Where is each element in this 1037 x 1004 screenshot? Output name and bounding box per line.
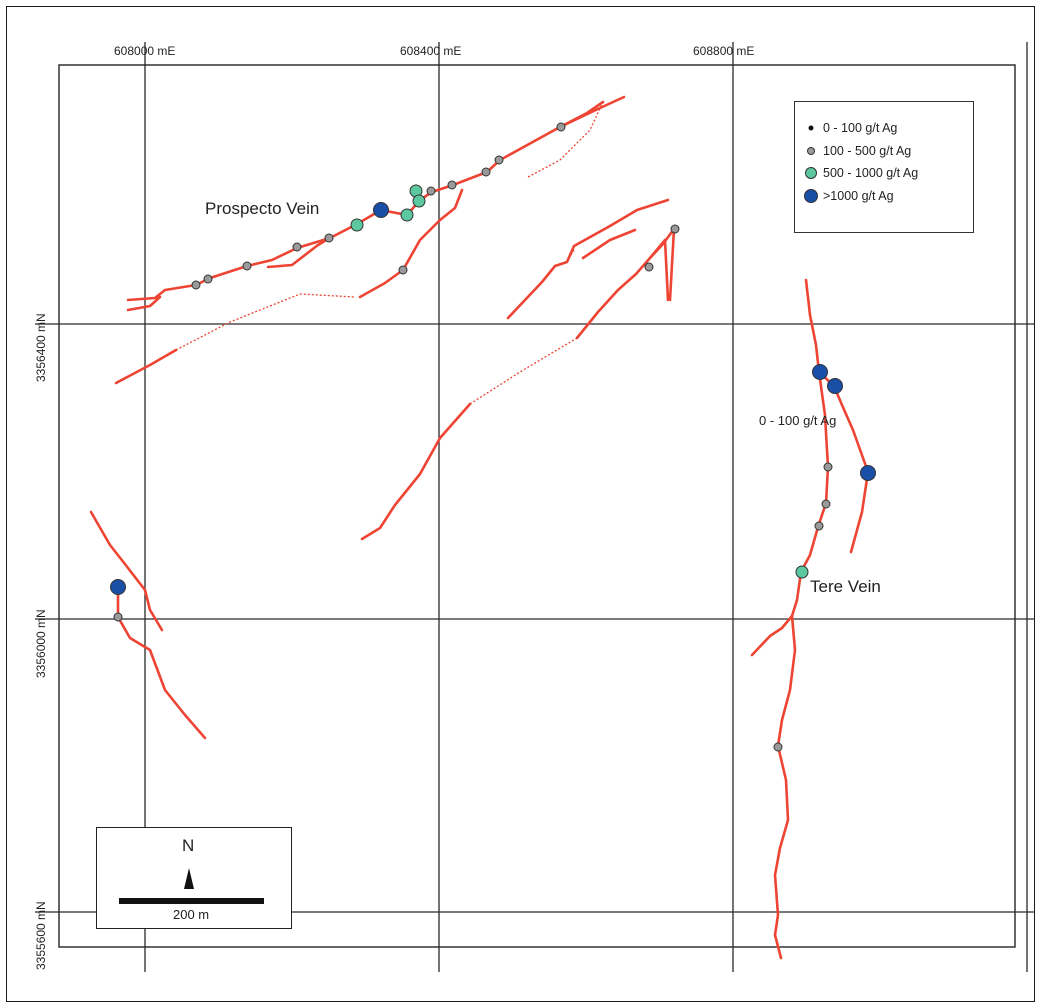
inferred-central-vein xyxy=(469,337,578,405)
western-vein xyxy=(114,348,178,385)
sample-gray xyxy=(823,462,833,472)
sample-gray xyxy=(398,265,408,275)
sample-gray xyxy=(814,521,824,531)
legend-label: 0 - 100 g/t Ag xyxy=(823,121,898,135)
easting-label-608000: 608000 mE xyxy=(114,44,176,58)
sample-blue xyxy=(827,378,843,394)
inferred-vein-traces xyxy=(175,101,604,405)
scale-distance-label: 200 m xyxy=(173,907,210,922)
map-frame xyxy=(6,6,1035,1002)
northing-label-3356400: 3356400 mN xyxy=(34,313,48,382)
legend-label: 100 - 500 g/t Ag xyxy=(823,144,912,158)
prospecto-hanging-vein xyxy=(358,188,464,299)
sample-gray xyxy=(670,224,680,234)
sample-gray xyxy=(481,167,491,177)
sample-blue xyxy=(860,465,876,481)
west-vein-a xyxy=(89,510,164,632)
green-circle-icon xyxy=(803,165,819,181)
west-vein-b xyxy=(116,585,207,740)
scale-bar xyxy=(119,898,264,904)
prospecto-vein-east-splay xyxy=(558,100,605,129)
sample-gray xyxy=(494,155,504,165)
sample-green xyxy=(412,194,426,208)
scale-box: N 200 m xyxy=(96,827,292,929)
north-arrow-icon xyxy=(119,868,264,904)
gray-circle-icon xyxy=(803,143,819,159)
northing-label-3355600: 3355600 mN xyxy=(34,901,48,970)
grade-annotation: 0 - 100 g/t Ag xyxy=(759,413,837,428)
inferred-western-vein xyxy=(175,293,356,351)
tere-vein-south xyxy=(773,614,797,960)
easting-label-608400: 608400 mE xyxy=(400,44,462,58)
sample-gray xyxy=(324,233,334,243)
legend-item-over-1000: >1000 g/t Ag xyxy=(803,186,894,206)
sample-gray xyxy=(447,180,457,190)
tere-vein-label: Tere Vein xyxy=(810,577,881,596)
northing-label-3356000: 3356000 mN xyxy=(34,609,48,678)
legend-label: 500 - 1000 g/t Ag xyxy=(823,166,919,180)
easting-label-608800: 608800 mE xyxy=(693,44,755,58)
prospecto-vein-label: Prospecto Vein xyxy=(205,199,320,218)
sample-gray xyxy=(426,186,436,196)
blue-circle-icon xyxy=(803,188,819,204)
sample-gray xyxy=(203,274,213,284)
sample-blue xyxy=(110,579,126,595)
sample-gray xyxy=(644,262,654,272)
sample-blue xyxy=(373,202,389,218)
sample-green xyxy=(795,565,809,579)
sample-gray xyxy=(113,612,123,622)
legend: 0 - 100 g/t Ag 100 - 500 g/t Ag 500 - 10… xyxy=(794,101,974,233)
black-dot-icon xyxy=(803,120,819,136)
central-north-vein xyxy=(506,198,670,320)
sample-gray xyxy=(556,122,566,132)
central-south-vein xyxy=(360,402,472,541)
north-label: N xyxy=(182,836,195,855)
sample-gray xyxy=(242,261,252,271)
sample-gray xyxy=(292,242,302,252)
prospecto-vein-splay xyxy=(266,236,332,269)
prospecto-vein-west xyxy=(126,295,162,312)
tere-vein-main xyxy=(750,370,830,657)
sample-gray xyxy=(773,742,783,752)
prospecto-vein xyxy=(126,95,626,302)
legend-item-500-1000: 500 - 1000 g/t Ag xyxy=(803,163,918,183)
legend-item-0-100: 0 - 100 g/t Ag xyxy=(803,118,897,138)
sample-green xyxy=(350,218,364,232)
legend-label: >1000 g/t Ag xyxy=(823,189,894,203)
sample-green xyxy=(400,208,414,222)
sample-points xyxy=(110,122,876,752)
legend-item-100-500: 100 - 500 g/t Ag xyxy=(803,141,911,161)
tere-vein-east xyxy=(804,278,870,554)
sample-gray xyxy=(191,280,201,290)
sample-blue xyxy=(812,364,828,380)
inferred-prospecto-splay xyxy=(527,101,604,178)
map-area-border xyxy=(58,64,1016,948)
central-east-branch xyxy=(648,238,670,302)
central-north-splay xyxy=(581,228,637,260)
sample-gray xyxy=(821,499,831,509)
